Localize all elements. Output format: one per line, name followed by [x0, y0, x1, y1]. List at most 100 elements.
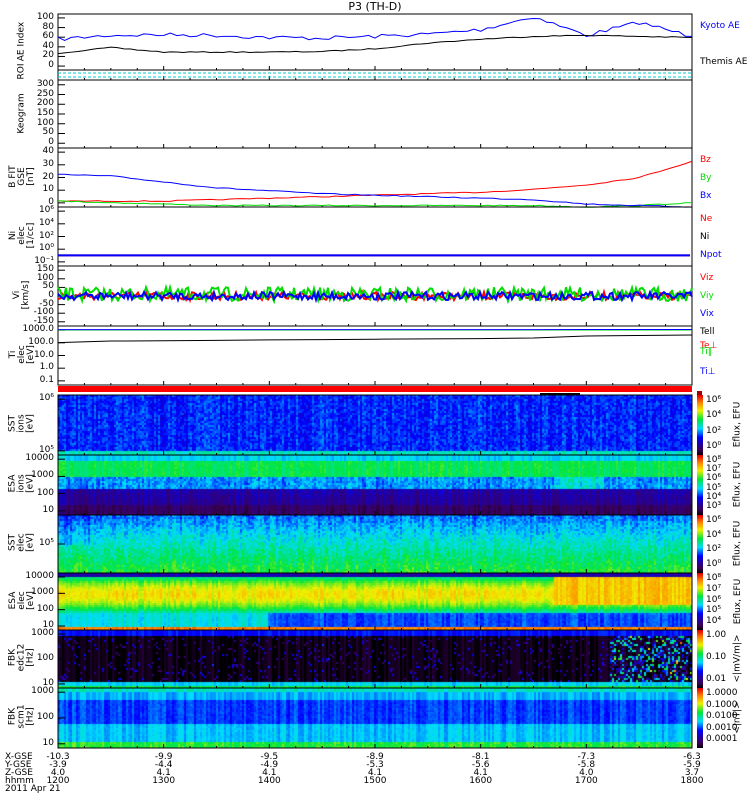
colorbar-tick-label: 10⁵ — [706, 605, 722, 616]
y-tick-label: -50 — [39, 298, 54, 309]
ti-legend-0: Tell — [700, 327, 715, 337]
vi-legend-2: Vix — [700, 309, 714, 319]
y-tick-label: 100 — [36, 272, 54, 283]
y-tick-label: 50 — [42, 127, 54, 138]
y-tick-label: 10⁴ — [38, 217, 54, 228]
colorbar-tick-label: 0.0100 — [706, 711, 738, 721]
colorbar-tick-label: 1.0000 — [706, 688, 738, 698]
b-series-bx — [57, 173, 693, 208]
bottom-axis-value: -9.9 — [154, 752, 173, 762]
y-tick-label: 80 — [42, 21, 54, 32]
y-tick-label: 20 — [42, 171, 54, 182]
esa_i-panel-frame — [57, 454, 693, 516]
y-tick-label: 10⁵ — [38, 444, 54, 455]
y-tick-label: 40 — [42, 146, 54, 157]
bottom-axis-value: -5.3 — [366, 760, 384, 770]
ae-panel-frame — [57, 13, 693, 71]
sst-i-spectrogram — [58, 395, 692, 455]
colorbar-tick-label: 10⁶ — [706, 515, 722, 525]
bottom-axis-value: -4.9 — [260, 760, 279, 770]
sst_i-colorbar — [697, 395, 703, 455]
y-tick-label: 10.0 — [33, 349, 54, 360]
fbk_b-colorbar — [697, 688, 703, 748]
bottom-axis-value: -9.5 — [260, 752, 279, 762]
y-tick-label: 10² — [38, 230, 54, 241]
y-tick-label: 0 — [48, 290, 54, 300]
fbk_b-panel-frame — [57, 687, 693, 749]
y-tick-label: 0 — [48, 137, 54, 148]
status-bar — [58, 386, 692, 392]
bottom-axis-value: -5.6 — [471, 760, 490, 770]
colorbar-tick-label: 1.00 — [706, 630, 727, 640]
colorbar-tick-label: 10² — [706, 544, 722, 555]
colorbar-label: Eflux, EFU — [732, 401, 743, 448]
status-marker — [697, 391, 702, 396]
y-tick-label: 100 — [36, 487, 54, 498]
y-tick-label: 0 — [48, 60, 54, 71]
y-tick-label: 10 — [42, 677, 54, 688]
ae-series-kyotoae — [57, 18, 693, 41]
colorbar-tick-label: 10⁴ — [706, 410, 722, 421]
esa_i-colorbar — [697, 455, 703, 515]
y-tick-label: 10 — [42, 620, 54, 630]
ti-legend-3: Ti⊥ — [700, 367, 716, 377]
y-tick-label: 0 — [48, 196, 54, 207]
y-tick-label: 10⁶ — [38, 205, 54, 216]
keo-panel-frame — [57, 79, 693, 149]
y-tick-label: 100 — [36, 653, 54, 663]
y-tick-label: 10⁰ — [38, 243, 54, 254]
y-tick-label: 20 — [42, 50, 54, 61]
y-tick-label: 100 — [36, 117, 54, 128]
sst_e-panel-frame — [57, 514, 693, 574]
y-tick-label: 100 — [36, 712, 54, 722]
bottom-axis-value: -5.9 — [683, 760, 701, 770]
colorbar-label: Eflux, EFU — [732, 578, 743, 624]
vi-legend-1: Viy — [700, 291, 714, 301]
ae-series-themisae — [57, 34, 693, 55]
plot-title: P3 (TH-D) — [348, 0, 402, 13]
colorbar-tick-label: 10⁴ — [706, 616, 722, 626]
status-bar-segment — [540, 393, 580, 395]
ni-legend-2: Npot — [700, 250, 722, 260]
y-tick-label: 60 — [42, 31, 54, 42]
bottom-axis-value: -3.9 — [49, 760, 67, 770]
y-tick-label: 0.1 — [39, 374, 54, 385]
y-tick-label: 10⁻¹ — [34, 255, 54, 266]
y-tick-label: 1000 — [31, 686, 54, 697]
sst_e-colorbar — [697, 515, 703, 573]
bottom-axis-value: -6.3 — [683, 752, 701, 762]
esa-i-spectrogram — [58, 455, 692, 515]
fbk-b-spectrogram — [58, 688, 692, 748]
colorbar-tick-label: 10³ — [706, 501, 722, 511]
colorbar-tick-label: 0.0010 — [706, 722, 738, 733]
axis-label-line: ROI — [16, 63, 27, 80]
bottom-axis-value: -8.1 — [471, 752, 490, 762]
y-tick-label: 200 — [36, 98, 54, 109]
ti-legend-1: Te⊥ — [700, 341, 718, 351]
bottom-axis-value: 4.1 — [262, 768, 277, 778]
date-label: 2011 Apr 21 — [5, 784, 61, 794]
fbk_e-panel-frame — [57, 629, 693, 689]
y-tick-label: 1000 — [31, 470, 54, 481]
y-tick-label: 1000 — [31, 628, 54, 639]
y-tick-label: 100.0 — [28, 336, 54, 347]
esa_e-panel-frame — [57, 572, 693, 631]
y-tick-label: -150 — [33, 315, 54, 326]
colorbar-tick-label: 10⁶ — [706, 594, 722, 605]
y-tick-label: 10 — [42, 504, 54, 515]
vi-series-vix — [57, 288, 693, 304]
y-tick-label: 1.0 — [39, 362, 54, 373]
colorbar-tick-label: 10⁵ — [706, 482, 722, 493]
fbk_e-colorbar — [697, 630, 703, 688]
colorbar-tick-label: 0.0001 — [706, 734, 738, 744]
colorbar-label: <|mV/m|> — [732, 634, 743, 683]
y-tick-label: 150 — [36, 108, 54, 118]
ti-panel-frame — [57, 325, 693, 386]
bottom-axis-value: -7.3 — [577, 752, 596, 762]
b-legend-2: Bx — [700, 191, 712, 201]
colorbar-tick-label: 10⁰ — [706, 559, 722, 569]
ni-legend-0: Ne — [700, 214, 713, 224]
y-tick-label: 30 — [42, 158, 54, 169]
bottom-row-label: Z-GSE — [5, 768, 33, 778]
